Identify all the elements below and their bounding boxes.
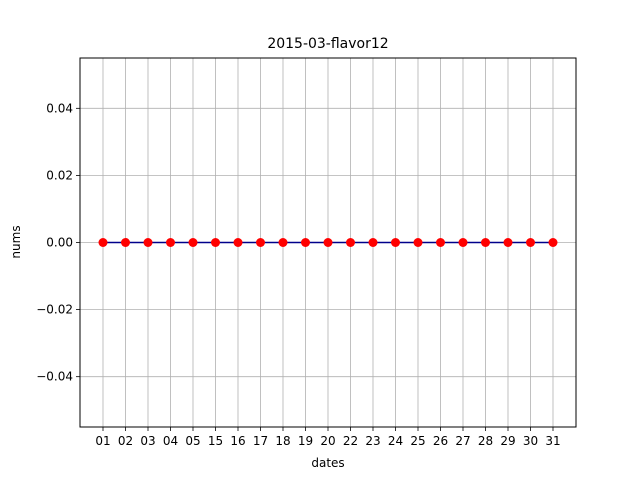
- data-point-marker: [503, 238, 513, 247]
- x-tick-label: 26: [433, 434, 448, 448]
- ticks: 01 02 03 04 05 15 16 17 18 19 20 22 23 24 25 26 27 28 29 30…: [36, 101, 560, 448]
- x-tick-label: 25: [410, 434, 425, 448]
- data-point-marker: [121, 238, 130, 247]
- data-point-marker: [256, 238, 265, 247]
- data-point-marker: [458, 238, 468, 247]
- y-tick-label: 0.00: [46, 236, 73, 250]
- data-point-marker: [436, 238, 445, 247]
- x-tick-label: 29: [500, 434, 515, 448]
- x-tick-label: 18: [275, 434, 290, 448]
- chart-title: 2015-03-flavor12: [267, 36, 388, 52]
- x-tick-label: 05: [185, 434, 200, 448]
- data-point-marker: [481, 238, 490, 247]
- data-point-marker: [301, 238, 310, 247]
- y-axis-label: nums: [9, 225, 23, 258]
- data-point-marker: [278, 238, 288, 247]
- x-tick-label: 02: [118, 434, 133, 448]
- x-tick-label: 30: [523, 434, 538, 448]
- y-tick-label: −0.04: [36, 370, 73, 384]
- y-tick-label: 0.04: [46, 101, 73, 115]
- data-point-marker: [413, 238, 423, 247]
- data-point-marker: [143, 238, 153, 247]
- x-axis-label: dates: [311, 456, 344, 470]
- x-tick-label: 20: [320, 434, 335, 448]
- data-point-marker: [211, 238, 220, 247]
- data-point-marker: [368, 238, 378, 247]
- x-tick-label: 28: [478, 434, 493, 448]
- x-tick-label: 15: [208, 434, 223, 448]
- x-tick-label: 03: [140, 434, 155, 448]
- x-tick-label: 22: [343, 434, 358, 448]
- y-tick-label: 0.02: [46, 168, 73, 182]
- data-point-marker: [323, 238, 333, 247]
- x-tick-label: 31: [545, 434, 560, 448]
- data-point-marker: [233, 238, 243, 247]
- x-tick-label: 04: [163, 434, 178, 448]
- data-point-marker: [548, 238, 558, 247]
- x-tick-label: 19: [298, 434, 313, 448]
- data-point-marker: [98, 238, 108, 247]
- y-tick-label: −0.02: [36, 303, 73, 317]
- data-point-marker: [166, 238, 175, 247]
- x-tick-label: 27: [455, 434, 470, 448]
- data-point-marker: [188, 238, 198, 247]
- data-point-marker: [391, 238, 400, 247]
- series-layer: [98, 238, 558, 247]
- data-point-marker: [526, 238, 535, 247]
- x-tick-label: 01: [95, 434, 110, 448]
- x-tick-label: 24: [388, 434, 403, 448]
- x-tick-label: 16: [230, 434, 245, 448]
- x-tick-label: 17: [253, 434, 268, 448]
- x-tick-label: 23: [365, 434, 380, 448]
- data-point-marker: [346, 238, 355, 247]
